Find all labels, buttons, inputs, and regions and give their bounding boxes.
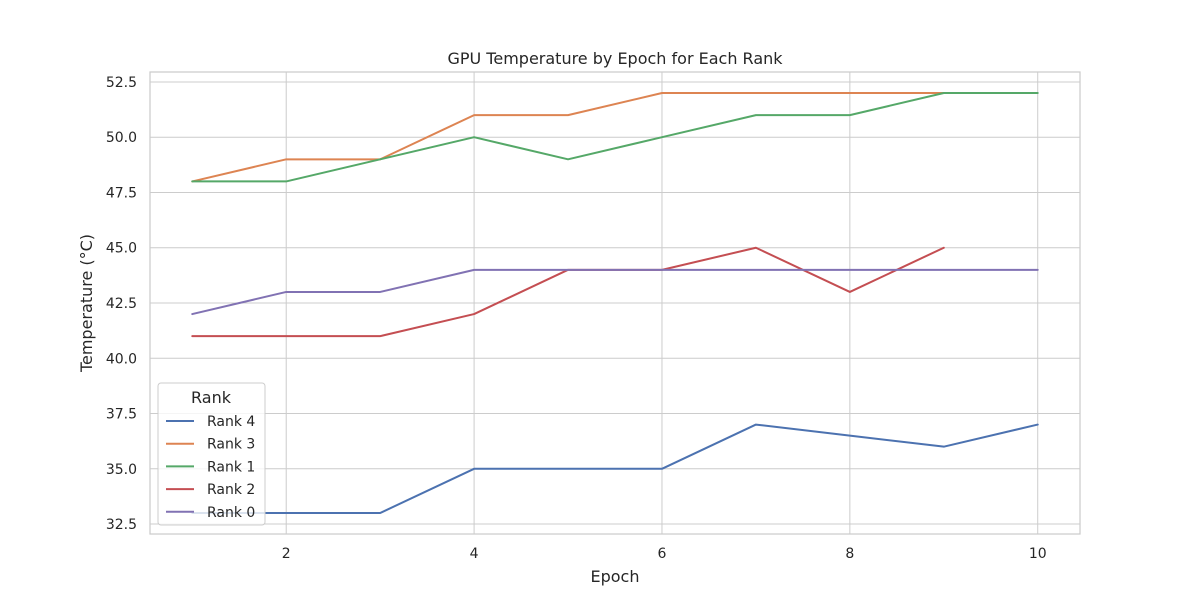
series-line-rank-3 xyxy=(191,92,945,183)
series-line-rank-1 xyxy=(191,92,1039,183)
x-axis-title: Epoch xyxy=(591,567,640,586)
legend-label: Rank 2 xyxy=(207,482,255,498)
series-lines xyxy=(191,92,1039,514)
y-tick-label: 35.0 xyxy=(106,462,137,478)
x-axis-ticks: 2 4 6 8 10 xyxy=(282,546,1047,562)
x-tick-label: 2 xyxy=(282,546,291,562)
x-tick-label: 8 xyxy=(845,546,854,562)
y-tick-label: 32.5 xyxy=(106,517,137,533)
legend-items: Rank 4 Rank 3 Rank 1 Rank 2 Rank 0 xyxy=(166,414,255,521)
y-axis-title: Temperature (°C) xyxy=(77,234,96,373)
series-line-rank-0 xyxy=(191,268,1039,316)
y-tick-label: 52.5 xyxy=(106,75,137,91)
grid-lines xyxy=(150,72,1080,534)
x-tick-label: 4 xyxy=(470,546,479,562)
legend-label: Rank 1 xyxy=(207,459,255,475)
y-tick-label: 50.0 xyxy=(106,130,137,146)
y-tick-label: 47.5 xyxy=(106,185,137,201)
legend-label: Rank 3 xyxy=(207,437,255,453)
y-axis-ticks: 32.5 35.0 37.5 40.0 42.5 45.0 47.5 50.0 52.5 xyxy=(106,75,137,533)
x-tick-label: 10 xyxy=(1029,546,1047,562)
legend-label: Rank 0 xyxy=(207,505,255,521)
y-tick-label: 45.0 xyxy=(106,241,137,257)
y-tick-label: 37.5 xyxy=(106,407,137,423)
y-tick-label: 42.5 xyxy=(106,296,137,312)
series-line-rank-4 xyxy=(191,423,1039,514)
chart-title: GPU Temperature by Epoch for Each Rank xyxy=(447,49,783,68)
legend-label: Rank 4 xyxy=(207,414,255,430)
y-tick-label: 40.0 xyxy=(106,351,137,367)
x-tick-label: 6 xyxy=(658,546,667,562)
legend-title: Rank xyxy=(191,388,232,407)
plot-frame xyxy=(149,71,1081,535)
legend: Rank Rank 4 Rank 3 Rank 1 Rank 2 Rank 0 xyxy=(157,382,266,526)
